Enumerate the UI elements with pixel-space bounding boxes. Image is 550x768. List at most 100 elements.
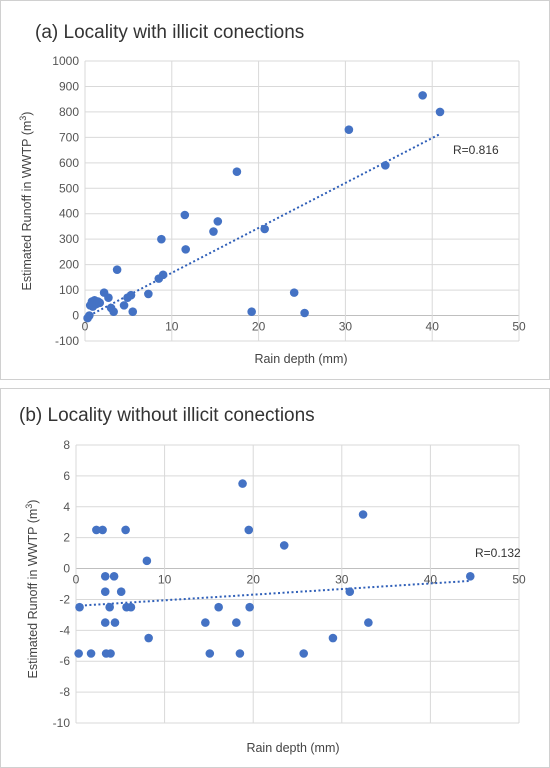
data-point [119,301,129,310]
data-point [75,602,84,612]
data-point [299,649,309,658]
x-tick-label: 10 [165,320,179,334]
data-point [181,245,190,254]
x-tick-label: 20 [252,320,266,334]
chart-title: (b) Locality without illicit conections [19,405,315,426]
data-point [109,571,119,581]
y-tick-label: 4 [63,500,70,514]
data-point [381,161,390,170]
data-point [158,270,168,280]
y-axis-label-end: ) [20,112,34,116]
gridlines [75,444,520,724]
data-point [247,307,256,317]
data-point [205,649,215,658]
x-tick-label: 0 [73,573,80,587]
data-point [92,525,101,535]
x-tick-labels: 0 10 20 30 40 50 [73,573,526,587]
y-tick-label: 0 [63,562,70,576]
x-tick-label: 50 [512,573,526,587]
y-tick-label: 600 [59,156,79,170]
data-point [245,602,254,612]
y-tick-label: 200 [59,258,79,272]
y-axis-label-end: ) [26,500,40,504]
data-point [126,602,136,612]
trendline [80,579,471,607]
data-point [74,649,83,658]
data-point [100,571,110,581]
y-tick-label: 900 [59,79,79,93]
x-tick-label: 40 [426,320,440,334]
data-point [344,125,354,135]
data-point [289,288,299,297]
correlation-annotation: R=0.132 [475,546,521,560]
y-tick-label: 400 [59,207,79,221]
data-point [328,633,338,643]
y-axis-label: Estimated Runoff in WWTP (m3) [24,500,40,679]
y-tick-label: -100 [55,334,79,348]
y-tick-labels: -100 0 100 200 300 400 500 600 700 800 900 1000 [52,54,79,348]
data-point [232,618,241,627]
data-point [465,571,475,581]
y-axis-label-sup: 3 [18,116,28,121]
y-tick-label: -4 [59,623,70,637]
data-point [116,587,126,597]
y-tick-label: 100 [59,283,79,297]
data-points [74,479,475,658]
x-tick-label: 0 [82,320,89,334]
data-point [142,556,152,566]
data-point [418,91,427,100]
scatter-chart-a: (a) Locality with illicit conections -10… [18,22,526,366]
y-tick-label: -6 [59,654,70,668]
data-point [180,210,190,220]
chart-panel-b: (b) Locality without illicit conections … [0,388,550,768]
x-tick-label: 30 [335,573,349,587]
y-axis-label-main: Estimated Runoff in WWTP (m [26,509,40,679]
data-point [144,633,153,643]
gridlines [84,60,520,342]
data-point [110,618,120,627]
data-points [83,91,445,323]
data-point [100,618,110,627]
y-tick-label: 300 [59,232,79,246]
y-tick-label: 500 [59,181,79,195]
trendline [88,132,442,317]
data-point [121,525,130,535]
y-tick-label: -10 [53,716,71,730]
data-point [109,307,118,317]
x-tick-label: 30 [339,320,353,334]
data-point [214,602,223,612]
x-tick-label: 10 [158,573,172,587]
data-point [98,525,107,535]
data-point [235,649,245,658]
data-point [95,298,105,308]
data-point [144,289,153,299]
data-point [209,227,218,236]
y-axis-label-sup: 3 [24,504,34,509]
data-point [112,265,122,275]
chart-panel-a: (a) Locality with illicit conections -10… [0,0,550,380]
data-point [104,293,113,303]
x-tick-labels: 0 10 20 30 40 50 [82,320,526,334]
y-tick-label: 6 [63,469,70,483]
data-point [345,587,355,597]
correlation-annotation: R=0.816 [453,143,499,157]
y-tick-label: -2 [59,592,70,606]
data-point [126,290,136,300]
data-point [238,479,247,488]
y-tick-label: 0 [72,309,79,323]
x-axis-label: Rain depth (mm) [246,741,339,755]
y-tick-label: 2 [63,531,70,545]
data-point [232,167,242,177]
y-axis-label-main: Estimated Runoff in WWTP (m [20,121,34,291]
y-tick-label: 1000 [52,54,79,68]
data-point [260,224,269,234]
x-axis-label: Rain depth (mm) [254,352,347,366]
data-point [105,602,114,612]
x-tick-label: 50 [512,320,526,334]
x-tick-label: 20 [247,573,261,587]
x-tick-label: 40 [424,573,438,587]
y-tick-labels: -10 -8 -6 -4 -2 0 2 4 6 8 [53,438,71,730]
data-point [201,618,210,627]
data-point [106,649,115,658]
data-point [85,311,94,320]
